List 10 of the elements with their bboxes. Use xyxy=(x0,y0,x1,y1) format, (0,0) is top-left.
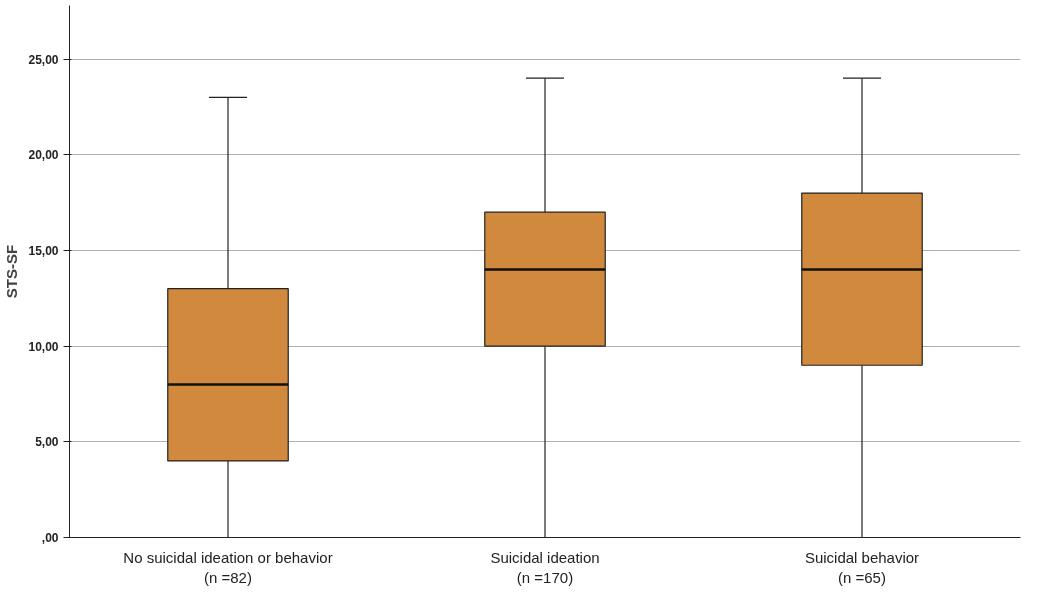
y-tick-label: ,00 xyxy=(41,531,59,545)
y-axis-title: STS-SF xyxy=(3,244,21,299)
x-tick-label: Suicidal behavior (n =65) xyxy=(804,548,920,586)
y-tick-label: 25,00 xyxy=(28,52,59,67)
y-tick-label: 5,00 xyxy=(35,435,59,450)
y-tick-label: 10,00 xyxy=(28,339,59,354)
y-tick-label: 15,00 xyxy=(28,243,59,258)
x-tick-label: No suicidal ideation or behavior (n =82) xyxy=(123,548,333,586)
y-tick-label: 20,00 xyxy=(28,148,59,163)
x-tick-label: Suicidal ideation (n =170) xyxy=(490,548,600,586)
